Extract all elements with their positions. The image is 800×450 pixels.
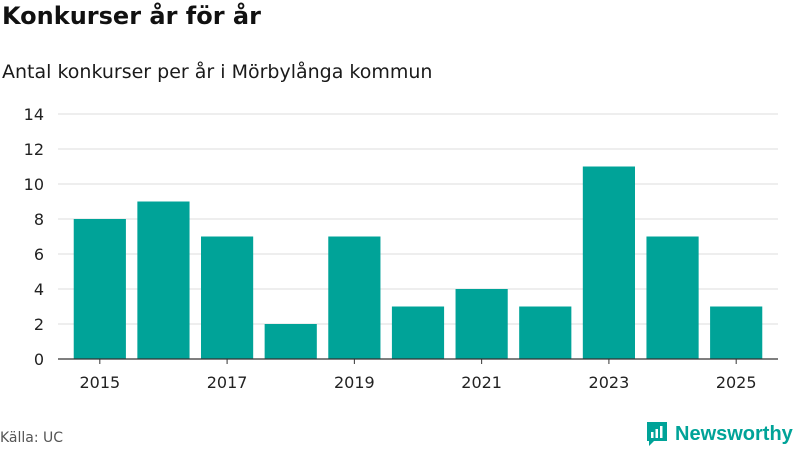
chart-subtitle: Antal konkurser per år i Mörbylånga komm… xyxy=(2,61,433,83)
y-tick-label: 4 xyxy=(34,280,44,299)
bar-2015 xyxy=(73,219,126,359)
x-tick-label: 2015 xyxy=(79,373,120,392)
chart-title: Konkurser år för år xyxy=(2,2,261,30)
source-note: Källa: UC xyxy=(0,430,64,446)
x-tick-label: 2019 xyxy=(334,373,375,392)
y-tick-label: 0 xyxy=(34,350,44,369)
y-tick-label: 12 xyxy=(24,140,44,159)
y-tick-label: 14 xyxy=(24,105,44,124)
x-tick-label: 2021 xyxy=(461,373,502,392)
x-tick-label: 2025 xyxy=(716,373,757,392)
brand-logo: Newsworthy xyxy=(645,420,793,448)
bar-2025 xyxy=(710,306,763,359)
bar-2016 xyxy=(137,201,190,359)
x-tick-label: 2023 xyxy=(589,373,630,392)
bar-2019 xyxy=(328,236,381,359)
bar-2018 xyxy=(264,324,317,359)
y-tick-label: 2 xyxy=(34,315,44,334)
y-tick-label: 10 xyxy=(24,175,44,194)
x-axis: 2015 2017 2019 2021 2023 2025 xyxy=(58,358,778,392)
bar-2017 xyxy=(201,236,254,359)
y-axis-ticks: 0 2 4 6 8 10 12 14 xyxy=(24,105,44,369)
y-tick-label: 8 xyxy=(34,210,44,229)
brand-name: Newsworthy xyxy=(675,422,793,445)
bar-2020 xyxy=(391,306,445,359)
bar-2022 xyxy=(519,306,572,359)
newsworthy-icon xyxy=(647,422,667,446)
y-tick-label: 6 xyxy=(34,245,44,264)
bar-2021 xyxy=(455,289,508,359)
x-tick-label: 2017 xyxy=(207,373,248,392)
bar-2023 xyxy=(582,166,635,359)
bar-2024 xyxy=(646,236,699,359)
bars xyxy=(73,166,763,359)
